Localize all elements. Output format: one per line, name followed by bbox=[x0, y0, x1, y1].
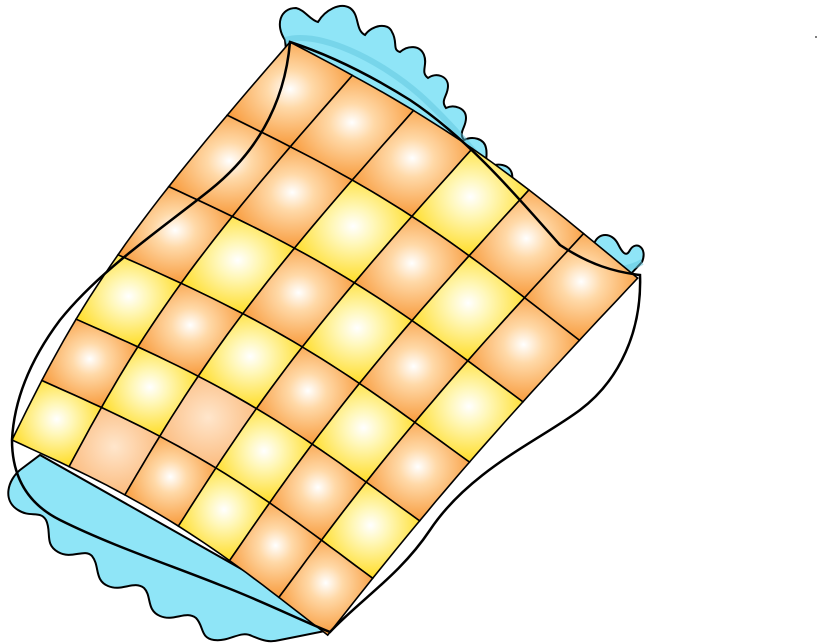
quilt-patch bbox=[277, 539, 374, 637]
quilt-outline bbox=[10, 40, 642, 634]
quilt-body bbox=[10, 40, 639, 637]
stray-dot bbox=[815, 36, 817, 38]
bottom-ruffle bbox=[7, 453, 333, 643]
